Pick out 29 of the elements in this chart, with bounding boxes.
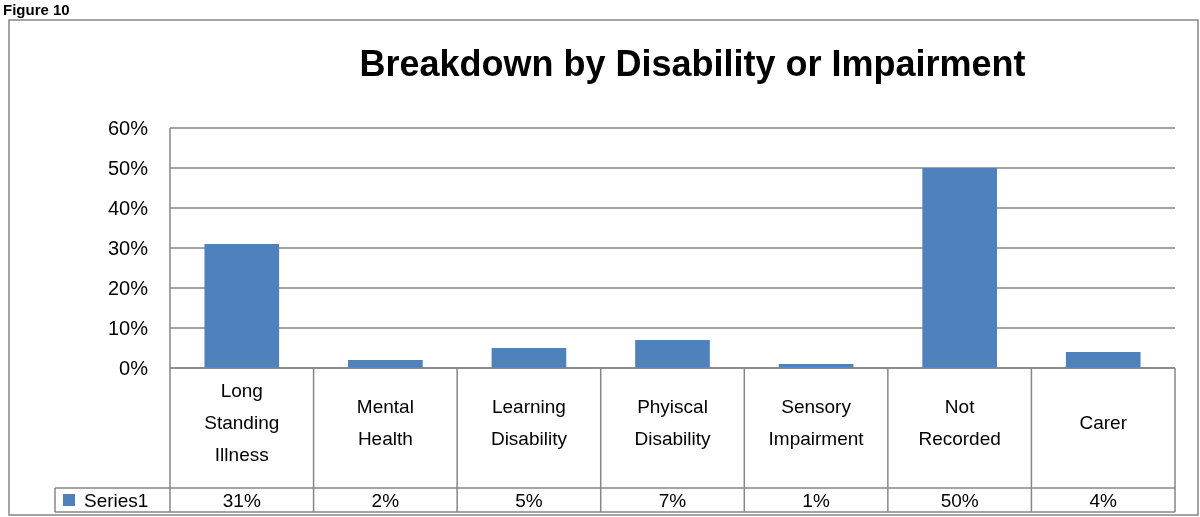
x-tick-label: Mental Health [356, 395, 414, 449]
chart-title: Breakdown by Disability or Impairment [359, 43, 1026, 84]
bar [491, 348, 567, 368]
data-label: 5% [515, 489, 543, 511]
y-tick-label: 50% [107, 157, 149, 179]
legend-label: Series1 [84, 489, 149, 511]
x-tick-label: Sensory Impairment [768, 395, 865, 449]
y-tick-label: 20% [107, 277, 149, 299]
bar [922, 168, 997, 368]
y-tick-label: 10% [107, 317, 149, 339]
x-tick-label: Phyiscal Disability [634, 395, 711, 449]
bar [1065, 352, 1141, 368]
y-tick-label: 30% [107, 237, 149, 259]
y-tick-label: 60% [107, 117, 149, 139]
y-tick-label: 40% [107, 197, 149, 219]
caption: Figure 10 [3, 1, 70, 18]
data-label: 31% [222, 489, 261, 511]
data-label: 1% [802, 489, 830, 511]
x-tick-label: Learning Disability [490, 395, 568, 449]
x-tick-label: Carer [1079, 411, 1128, 433]
bar [635, 340, 710, 368]
bar [204, 244, 280, 368]
data-label: 7% [658, 489, 687, 511]
y-tick-label: 0% [119, 357, 149, 379]
x-tick-label: Long Standing Illness [204, 379, 280, 465]
data-label: 2% [371, 489, 400, 511]
data-label: 50% [940, 489, 979, 511]
x-tick-label: Not Recorded [918, 395, 1001, 449]
data-label: 4% [1089, 489, 1118, 511]
